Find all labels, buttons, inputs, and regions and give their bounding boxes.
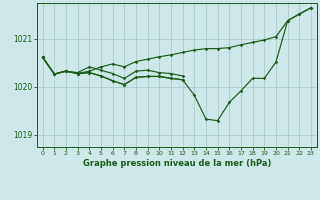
X-axis label: Graphe pression niveau de la mer (hPa): Graphe pression niveau de la mer (hPa): [83, 159, 271, 168]
